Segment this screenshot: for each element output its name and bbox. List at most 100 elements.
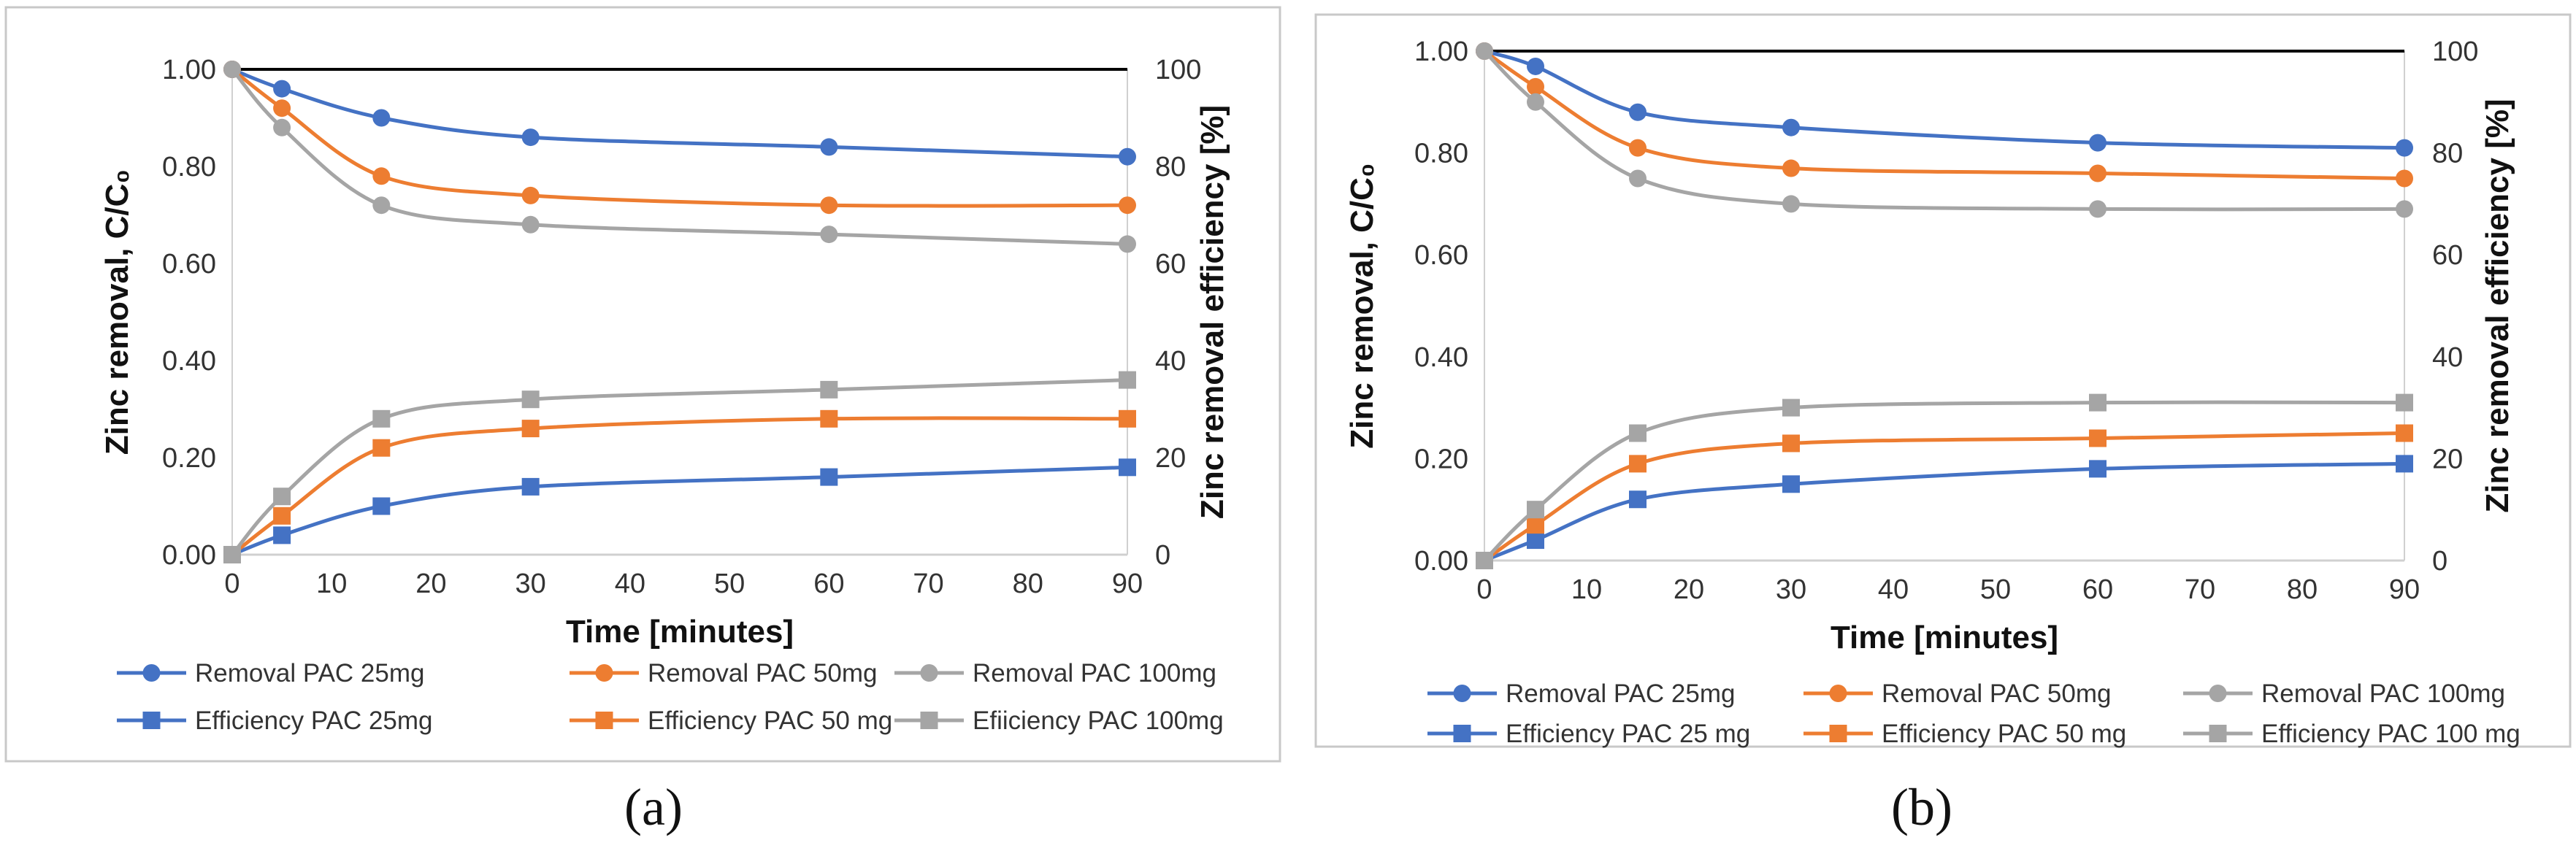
x-tick-label: 20 xyxy=(1674,574,1704,605)
legend: Removal PAC 25mg Removal PAC 50mg Removal … xyxy=(117,659,1224,735)
data-point xyxy=(1527,501,1544,519)
legend-label: Efiiciency PAC 100mg xyxy=(973,706,1224,735)
series-line xyxy=(230,465,1130,557)
data-point xyxy=(1527,93,1544,111)
data-point xyxy=(2089,134,2107,152)
x-tick-label: 60 xyxy=(2082,574,2113,605)
data-point xyxy=(820,468,838,486)
x-tick-label: 0 xyxy=(224,569,239,599)
legend-item: Efficiency PAC 50 mg xyxy=(1803,720,2126,748)
legend-label: Removal PAC 100mg xyxy=(973,659,1216,688)
data-point xyxy=(273,118,291,136)
x-tick-label: 70 xyxy=(2185,574,2215,605)
x-tick-label: 70 xyxy=(913,569,943,599)
data-point xyxy=(1629,424,1647,442)
y-tick-label: 0.20 xyxy=(162,443,216,474)
data-point xyxy=(273,99,291,118)
data-point xyxy=(1527,57,1544,75)
y2-tick-label: 100 xyxy=(2432,36,2478,67)
data-point xyxy=(1629,490,1647,509)
legend-label: Removal PAC 25mg xyxy=(1506,679,1735,708)
x-tick-label: 50 xyxy=(1980,574,2011,605)
x-tick-label: 40 xyxy=(1878,574,1909,605)
data-point xyxy=(273,526,291,544)
data-point xyxy=(2396,455,2413,473)
y2-axis-title: Zinc removal efficiency [%] xyxy=(1195,105,1230,519)
data-point xyxy=(521,186,540,204)
chart-a: 0 10 20 30 40 50 60 70 80 90 0.00 0.20 0.40 0.60 0.80 1… xyxy=(99,55,1230,735)
series-line xyxy=(230,67,1130,159)
data-point xyxy=(1476,42,1493,60)
y-tick-label: 0.80 xyxy=(1414,139,1468,169)
y2-tick-label: 20 xyxy=(1155,443,1186,474)
chart-b: 0 10 20 30 40 50 60 70 80 90 0.00 0.20 0.40 0.60 0.80 1… xyxy=(1344,36,2521,748)
data-point xyxy=(1782,434,1800,453)
data-point xyxy=(820,196,838,215)
legend-item: Efficiency PAC 25 mg xyxy=(1427,720,1750,748)
legend-marker xyxy=(1829,725,1847,742)
panel-label-a: (a) xyxy=(624,778,683,836)
legend-marker xyxy=(142,712,161,729)
data-point xyxy=(820,226,838,244)
data-point xyxy=(372,409,391,428)
legend-marker xyxy=(2209,725,2227,742)
data-point xyxy=(521,390,540,409)
data-point xyxy=(1629,455,1647,473)
data-point xyxy=(1782,398,1800,417)
legend-item: Removal PAC 25mg xyxy=(117,659,424,688)
y-axis-title: Zinc removal, C/C₀ xyxy=(1344,163,1380,449)
y2-tick-label: 20 xyxy=(2432,444,2463,474)
x-axis-title: Time [minutes] xyxy=(1831,620,2058,655)
y2-tick-label: 40 xyxy=(2432,342,2463,373)
data-point xyxy=(1782,159,1800,177)
legend-label: Efficiency PAC 50 mg xyxy=(1882,720,2126,748)
data-point xyxy=(2396,424,2413,442)
data-point xyxy=(2089,460,2107,478)
y-tick-label: 0.60 xyxy=(1414,240,1468,271)
data-point xyxy=(1629,169,1647,188)
x-tick-label: 20 xyxy=(415,569,446,599)
y2-axis-title: Zinc removal efficiency [%] xyxy=(2480,99,2515,512)
legend-label: Removal PAC 50mg xyxy=(648,659,877,688)
legend-item: Efficiency PAC 25mg xyxy=(117,706,433,735)
data-point xyxy=(1782,118,1800,136)
data-point xyxy=(2089,200,2107,218)
y2-tick-label: 60 xyxy=(1155,249,1186,280)
panel-a: 0 10 20 30 40 50 60 70 80 90 0.00 0.20 0.40 0.60 0.80 1… xyxy=(4,6,1281,836)
data-point xyxy=(1629,103,1647,121)
legend-label: Efficiency PAC 25mg xyxy=(195,706,433,735)
x-tick-label: 50 xyxy=(714,569,745,599)
data-point xyxy=(1629,139,1647,157)
data-point xyxy=(1119,196,1136,215)
series-3 xyxy=(1476,42,2413,218)
legend-label: Removal PAC 25mg xyxy=(195,659,424,688)
legend-marker xyxy=(595,664,613,682)
legend-marker xyxy=(920,664,938,682)
data-point xyxy=(521,215,540,234)
x-tick-label: 90 xyxy=(1112,569,1143,599)
data-point xyxy=(1119,409,1136,428)
legend-marker xyxy=(1453,685,1471,702)
x-tick-label: 80 xyxy=(1013,569,1043,599)
data-point xyxy=(1782,195,1800,213)
legend-item: Removal PAC 100mg xyxy=(2183,679,2505,708)
data-point xyxy=(1527,531,1544,550)
data-point xyxy=(1527,516,1544,534)
y2-tick-label: 40 xyxy=(1155,346,1186,377)
x-axis-title: Time [minutes] xyxy=(566,614,794,650)
data-point xyxy=(2396,393,2413,412)
y-tick-label: 0.80 xyxy=(162,152,216,182)
legend-item: Removal PAC 100mg xyxy=(894,659,1216,688)
data-point xyxy=(2089,429,2107,447)
data-point xyxy=(372,167,391,185)
panel-label-b: (b) xyxy=(1891,778,1952,836)
x-tick-label: 80 xyxy=(2287,574,2318,605)
legend-label: Efficiency PAC 50 mg xyxy=(648,706,892,735)
panel-a-frame xyxy=(4,6,1281,763)
x-tick-label: 30 xyxy=(1776,574,1806,605)
y2-tick-label: 0 xyxy=(1155,540,1170,571)
data-point xyxy=(1476,552,1493,569)
x-tick-label: 30 xyxy=(515,569,546,599)
x-tick-label: 40 xyxy=(615,569,645,599)
y-tick-label: 0.00 xyxy=(162,540,216,571)
